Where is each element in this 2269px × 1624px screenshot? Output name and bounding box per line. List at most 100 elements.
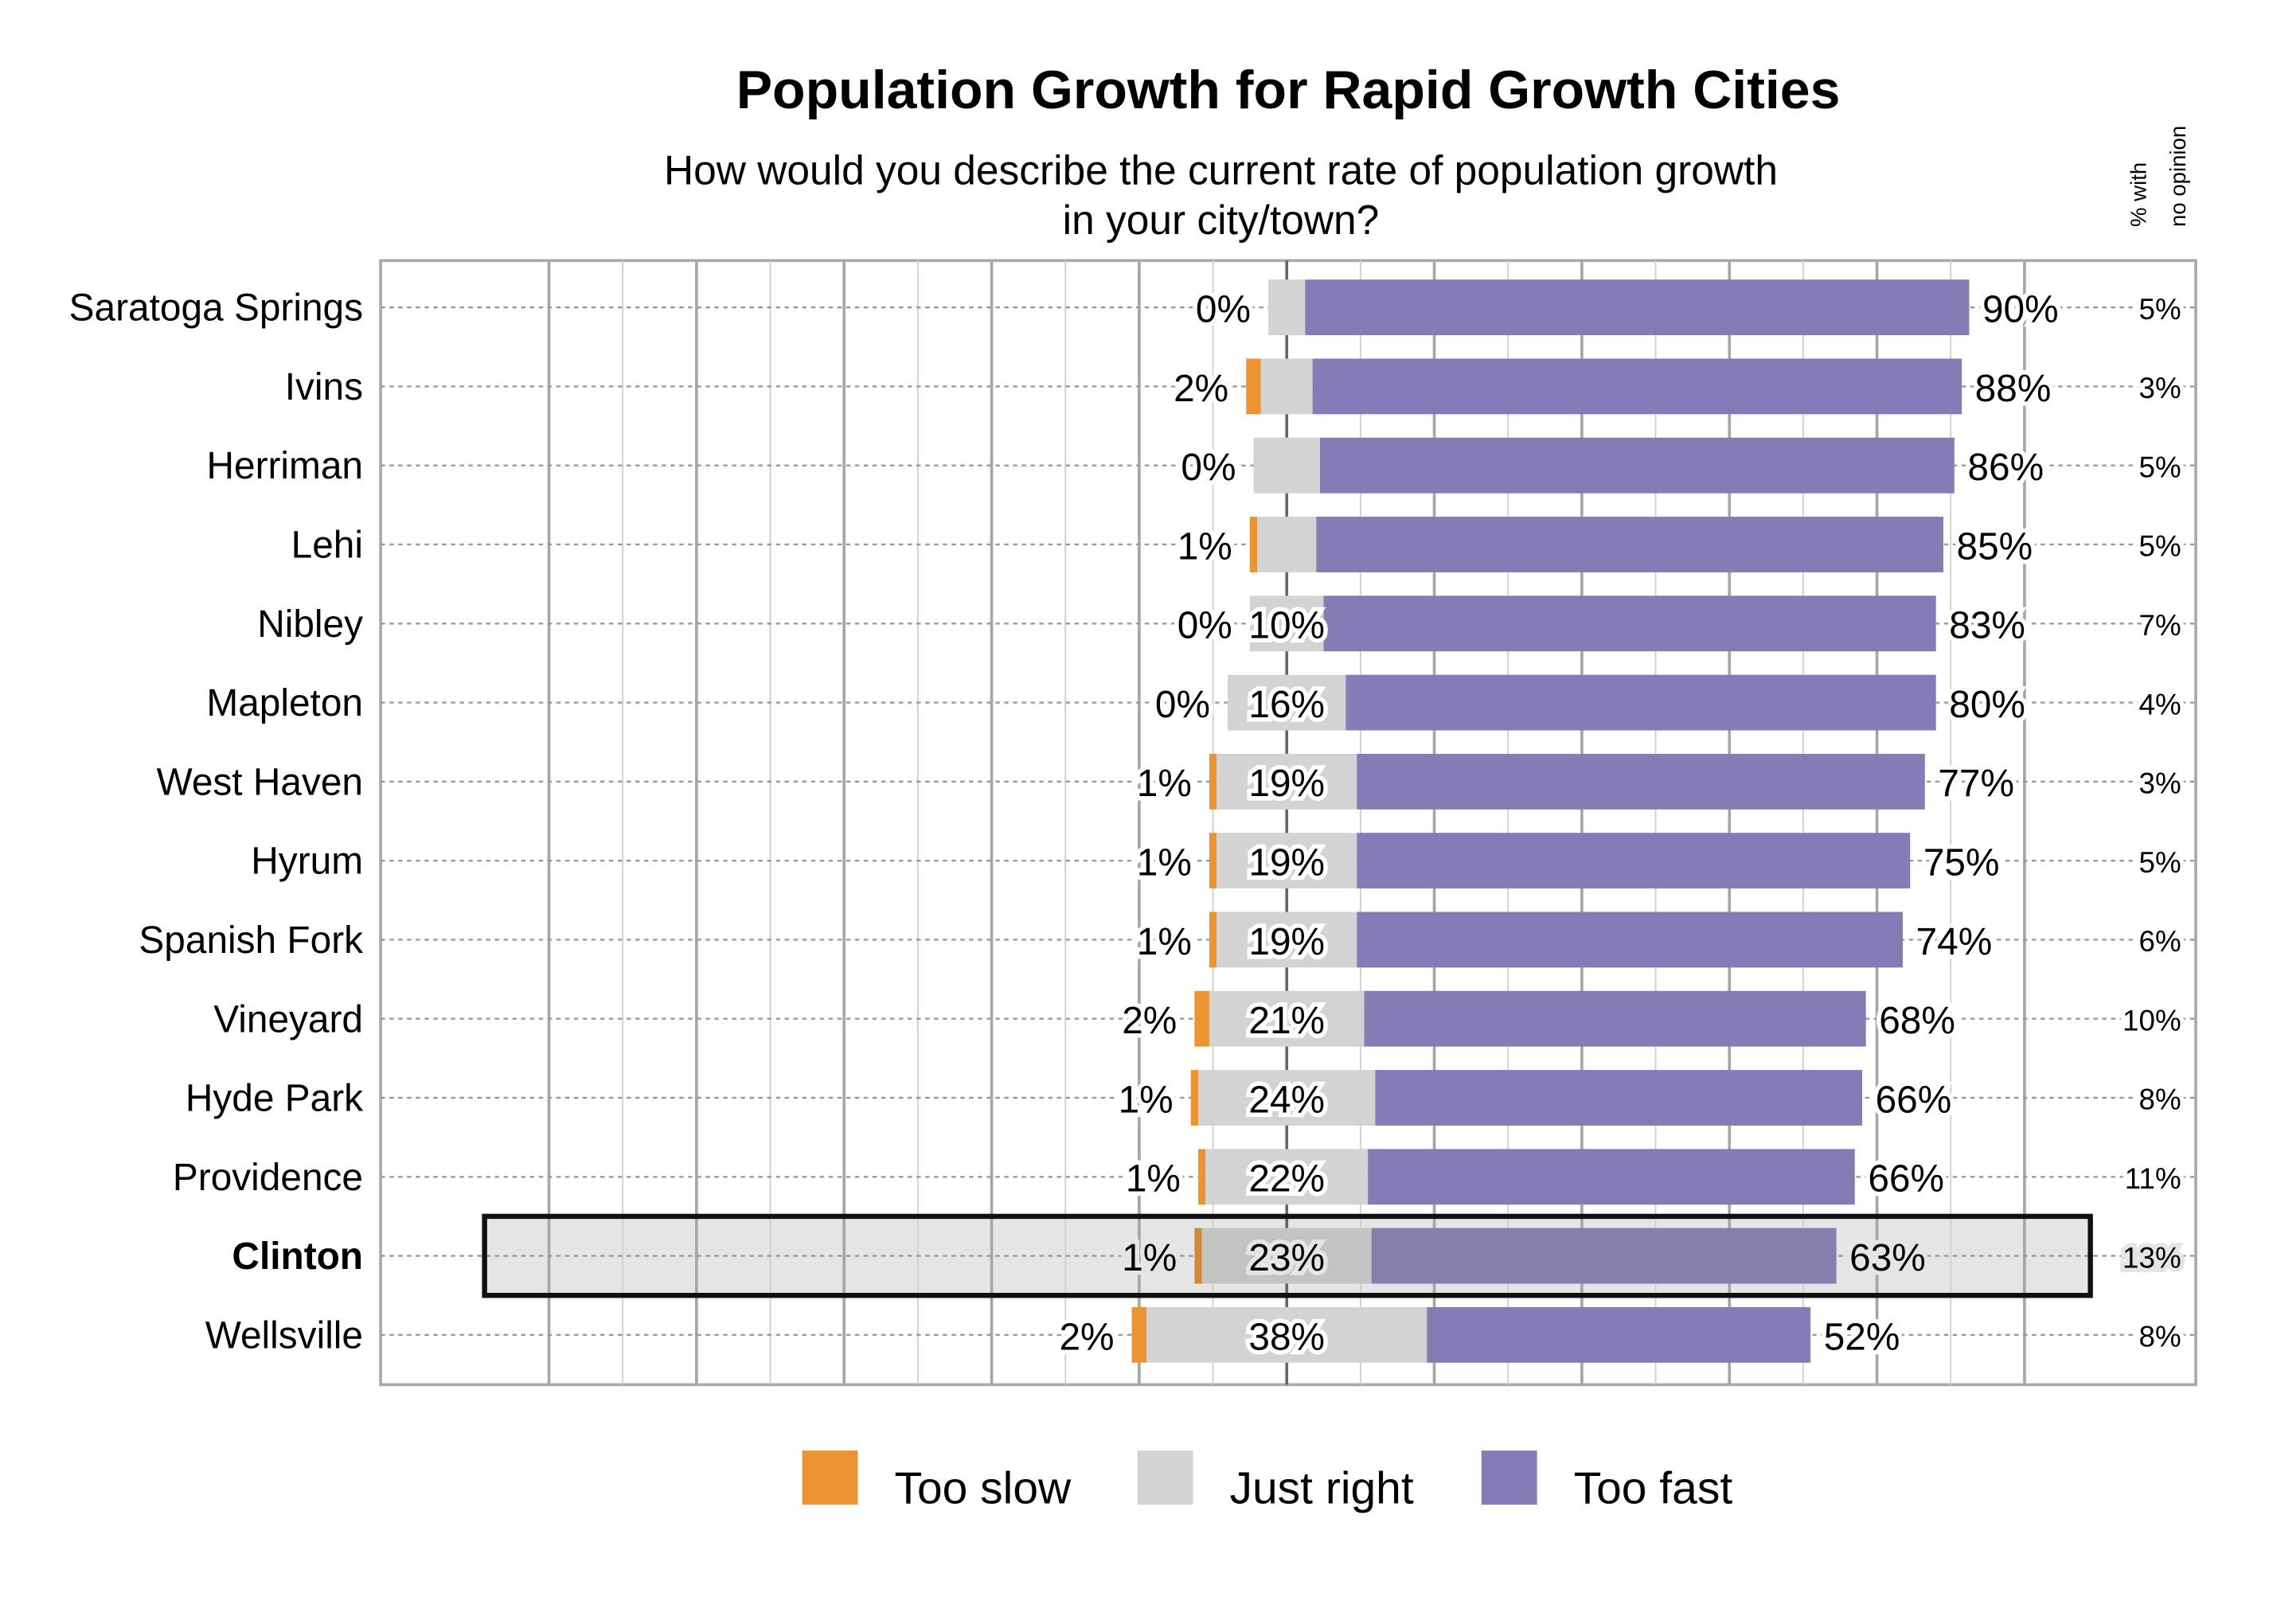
bar-too-fast	[1345, 674, 1936, 731]
bar-row: Clinton 1% 23% 63% 13%	[232, 1228, 2197, 1284]
bar-too-slow	[1249, 517, 1258, 572]
bar-too-slow	[1198, 1149, 1206, 1205]
no-opinion-label: 7%	[2139, 609, 2181, 642]
category-label: Mapleton	[206, 682, 363, 724]
just-right-label: 23%	[1248, 1237, 1325, 1279]
too-slow-label: 0%	[1181, 447, 1236, 489]
too-slow-label: 2%	[1059, 1316, 1114, 1358]
just-right-label: 19%	[1248, 763, 1325, 805]
bar-just-right	[1217, 753, 1357, 810]
just-right-label: 24%	[1248, 1079, 1325, 1121]
category-label: Saratoga Springs	[69, 287, 363, 330]
bar-too-fast	[1319, 437, 1955, 494]
legend-label: Too fast	[1574, 1462, 1733, 1513]
legend: Too slow Just right Too fast	[802, 1450, 1733, 1513]
too-slow-label: 1%	[1122, 1237, 1177, 1279]
just-right-label: 19%	[1248, 842, 1325, 884]
too-slow-label: 1%	[1137, 842, 1192, 884]
no-opinion-header-line2: no opinion	[2166, 126, 2190, 227]
no-opinion-label: 3%	[2139, 372, 2181, 404]
no-opinion-label: 5%	[2139, 846, 2181, 879]
just-right-label: 21%	[1248, 1000, 1325, 1042]
no-opinion-label: 6%	[2139, 925, 2181, 958]
too-slow-label: 1%	[1137, 763, 1192, 805]
too-slow-label: 0%	[1177, 605, 1232, 647]
highlight-box	[482, 1213, 2093, 1298]
category-label: Spanish Fork	[139, 919, 363, 962]
bar-row: Saratoga Springs 0% 90% 5%	[69, 279, 2197, 336]
too-slow-label: 0%	[1196, 289, 1251, 331]
category-label: Nibley	[257, 603, 363, 646]
too-fast-label: 80%	[1949, 684, 2025, 726]
bar-too-slow	[1190, 1070, 1199, 1126]
bar-too-slow	[1209, 912, 1217, 968]
too-fast-label: 88%	[1975, 368, 2052, 410]
bar-just-right	[1217, 833, 1357, 889]
too-fast-label: 90%	[1982, 289, 2059, 331]
too-fast-label: 66%	[1868, 1158, 1944, 1200]
just-right-label: 19%	[1248, 921, 1325, 963]
bar-too-fast	[1316, 517, 1943, 572]
no-opinion-header-line1: % with	[2126, 162, 2151, 227]
legend-swatch	[802, 1450, 858, 1505]
bar-just-right	[1249, 595, 1324, 652]
bar-just-right	[1205, 1149, 1369, 1205]
bar-row: Spanish Fork 1% 19% 74% 6%	[139, 912, 2197, 968]
bar-too-fast	[1375, 1070, 1863, 1126]
legend-swatch	[1137, 1450, 1193, 1505]
too-slow-label: 2%	[1174, 368, 1228, 410]
chart-title: Population Growth for Rapid Growth Citie…	[736, 60, 1841, 120]
category-label: Providence	[173, 1157, 363, 1199]
too-slow-label: 0%	[1155, 684, 1210, 726]
bar-just-right	[1260, 358, 1313, 415]
bar-row: Mapleton 0% 16% 80% 4%	[206, 674, 2197, 731]
bar-too-fast	[1323, 595, 1936, 652]
category-label: Wellsville	[205, 1314, 363, 1357]
too-slow-label: 1%	[1137, 921, 1192, 963]
bar-too-slow	[1194, 1228, 1202, 1284]
just-right-label: 10%	[1248, 605, 1325, 647]
bar-row: Nibley 0% 10% 83% 7%	[257, 595, 2197, 652]
too-slow-label: 1%	[1126, 1158, 1181, 1200]
bar-just-right	[1217, 912, 1357, 968]
bar-row: Hyde Park 1% 24% 66% 8%	[186, 1070, 2197, 1126]
bar-too-fast	[1312, 358, 1962, 415]
category-label: Hyde Park	[186, 1078, 363, 1120]
bar-too-slow	[1131, 1306, 1147, 1363]
too-slow-label: 2%	[1122, 1000, 1177, 1042]
no-opinion-label: 5%	[2139, 530, 2181, 563]
too-slow-label: 1%	[1177, 525, 1232, 568]
bar-row: Vineyard 2% 21% 68% 10%	[213, 990, 2197, 1047]
no-opinion-label: 13%	[2123, 1241, 2181, 1274]
category-label: Herriman	[206, 445, 363, 487]
no-opinion-label: 4%	[2139, 688, 2181, 720]
bar-just-right	[1268, 279, 1306, 336]
bar-too-fast	[1357, 753, 1925, 810]
category-label: Hyrum	[251, 841, 363, 883]
bar-too-slow	[1246, 358, 1261, 415]
no-opinion-label: 10%	[2123, 1004, 2181, 1036]
bar-just-right	[1253, 437, 1320, 494]
too-fast-label: 74%	[1916, 921, 1993, 963]
category-label: Lehi	[291, 525, 363, 567]
category-label: Ivins	[285, 366, 363, 408]
category-label: Clinton	[232, 1236, 363, 1278]
legend-label: Too slow	[894, 1462, 1072, 1513]
bar-just-right	[1201, 1228, 1372, 1284]
bar-too-fast	[1364, 990, 1866, 1047]
bar-too-fast	[1305, 279, 1970, 336]
bar-just-right	[1228, 674, 1346, 731]
too-fast-label: 83%	[1949, 605, 2025, 647]
bar-too-fast	[1357, 833, 1911, 889]
too-fast-label: 77%	[1938, 763, 2014, 805]
no-opinion-label: 5%	[2139, 293, 2181, 326]
no-opinion-label: 11%	[2125, 1162, 2181, 1195]
legend-label: Just right	[1230, 1462, 1414, 1513]
too-fast-label: 63%	[1849, 1237, 1926, 1279]
too-fast-label: 68%	[1879, 1000, 1955, 1042]
no-opinion-label: 3%	[2139, 767, 2181, 800]
bar-row: Ivins 2% 88% 3%	[285, 358, 2197, 415]
bar-row: Hyrum 1% 19% 75% 5%	[251, 833, 2197, 889]
chart-subtitle-line2: in your city/town?	[1063, 197, 1380, 243]
